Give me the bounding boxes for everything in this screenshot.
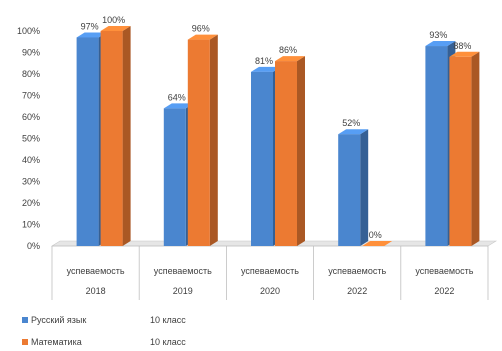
x-category-year: 2022 xyxy=(347,286,367,296)
bar-front xyxy=(187,39,210,246)
x-category-year: 2020 xyxy=(260,286,280,296)
bar-front xyxy=(275,61,297,246)
bar xyxy=(449,51,480,246)
bar-top xyxy=(449,51,480,57)
bar-top xyxy=(275,56,305,62)
data-label: 81% xyxy=(255,56,273,66)
x-category-label: успеваемость xyxy=(154,266,212,276)
y-tick-label: 30% xyxy=(22,177,40,187)
data-label: 93% xyxy=(429,30,447,40)
x-category-label: успеваемость xyxy=(415,266,473,276)
data-label: 97% xyxy=(81,21,99,31)
data-label: 52% xyxy=(342,118,360,128)
bar-front xyxy=(251,71,273,246)
bar-side xyxy=(360,129,369,246)
y-tick-label: 100% xyxy=(17,26,40,36)
y-tick-label: 50% xyxy=(22,134,40,144)
legend-series-grade: 10 класс xyxy=(150,315,186,325)
data-label: 0% xyxy=(369,230,382,240)
bar xyxy=(338,129,369,246)
bar-top xyxy=(251,66,281,72)
data-label: 64% xyxy=(168,92,186,102)
data-label: 86% xyxy=(279,45,297,55)
data-label: 96% xyxy=(192,24,210,34)
labels-layer: 97% 64% 81% 52% 93% 100% 96% 86% 0% 88% xyxy=(81,15,472,240)
bar-top xyxy=(338,129,369,135)
bar-front xyxy=(338,134,361,246)
y-tick-label: 0% xyxy=(27,241,40,251)
y-tick-label: 90% xyxy=(22,48,40,58)
bar xyxy=(187,34,218,246)
bar-side xyxy=(209,34,218,246)
bar-top xyxy=(362,241,393,246)
x-category-label: успеваемость xyxy=(328,266,386,276)
y-tick-label: 10% xyxy=(22,220,40,230)
bar-side xyxy=(471,51,480,246)
bar-front xyxy=(163,108,186,247)
bar-top xyxy=(163,103,194,109)
bar xyxy=(275,56,305,246)
bar-side xyxy=(122,26,131,246)
bar xyxy=(100,26,131,246)
bar-front xyxy=(449,56,472,246)
y-tick-label: 60% xyxy=(22,112,40,122)
y-tick-label: 80% xyxy=(22,69,40,79)
legend-series-name: Русский язык xyxy=(31,315,86,325)
x-category-year: 2019 xyxy=(173,286,193,296)
bar-side xyxy=(297,56,305,246)
x-category-year: 2018 xyxy=(86,286,106,296)
bar-top xyxy=(425,41,456,47)
y-tick-label: 70% xyxy=(22,91,40,101)
bar xyxy=(362,241,393,246)
legend-series-grade: 10 класс xyxy=(150,337,186,347)
bar-top xyxy=(100,26,131,31)
data-label: 88% xyxy=(453,41,471,51)
x-category-label: успеваемость xyxy=(67,266,125,276)
x-category-label: успеваемость xyxy=(241,266,299,276)
legend-swatch xyxy=(22,339,28,345)
legend-series-name: Математика xyxy=(31,337,82,347)
bar-top xyxy=(187,34,218,40)
data-label: 100% xyxy=(102,15,125,25)
bar-front xyxy=(425,46,448,246)
bar-front xyxy=(100,31,123,246)
y-tick-label: 40% xyxy=(22,155,40,165)
y-tick-label: 20% xyxy=(22,198,40,208)
legend-swatch xyxy=(22,317,28,323)
bars-layer xyxy=(76,26,480,247)
x-category-year: 2022 xyxy=(434,286,454,296)
bar-front xyxy=(76,37,99,247)
legend: Русский язык 10 класс Математика 10 класс xyxy=(22,315,186,347)
bar-top xyxy=(76,32,107,38)
